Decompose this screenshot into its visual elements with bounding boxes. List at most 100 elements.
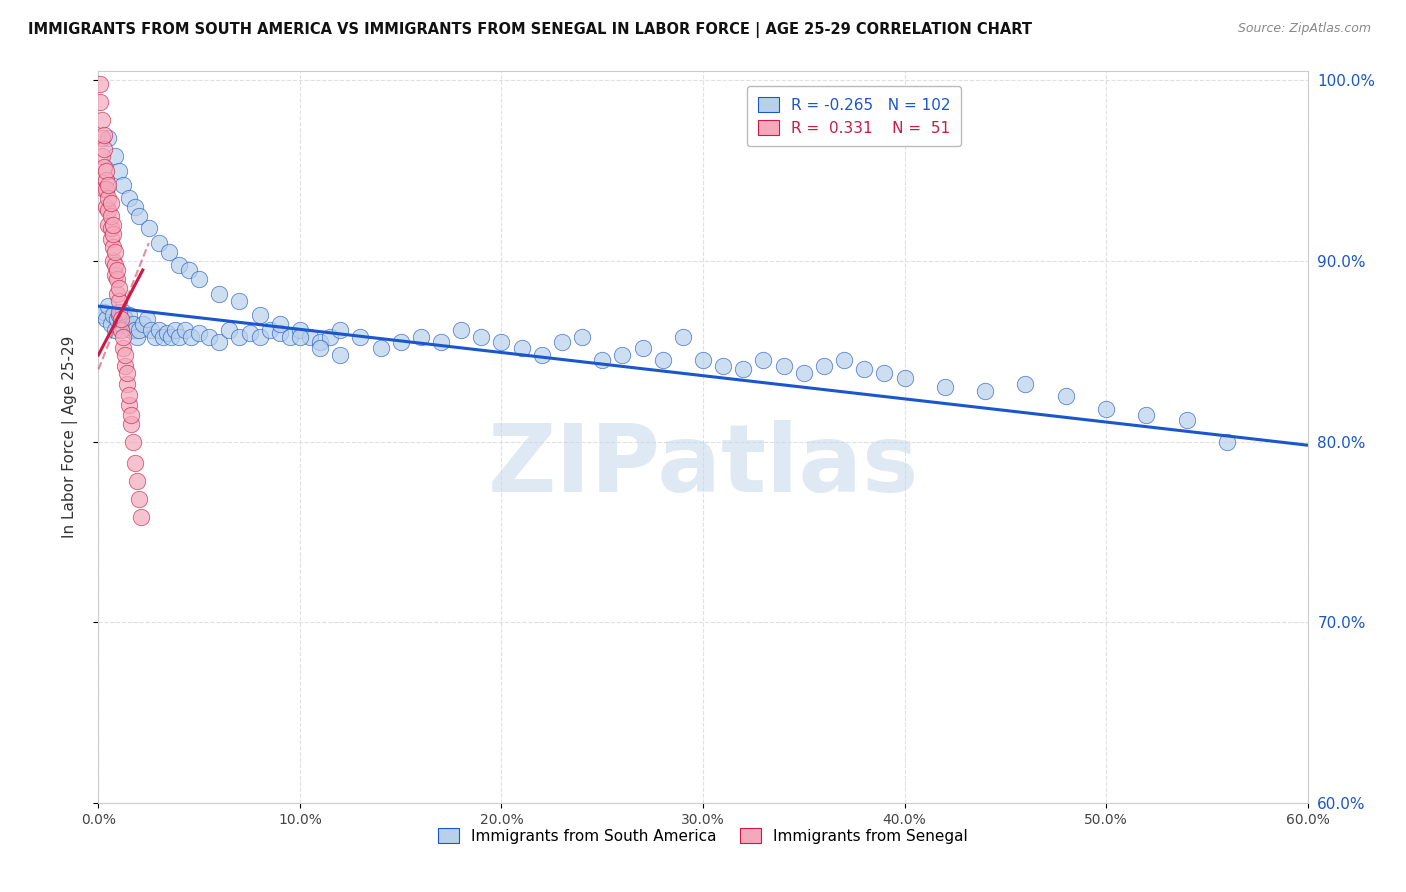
Text: IMMIGRANTS FROM SOUTH AMERICA VS IMMIGRANTS FROM SENEGAL IN LABOR FORCE | AGE 25: IMMIGRANTS FROM SOUTH AMERICA VS IMMIGRA… — [28, 22, 1032, 38]
Point — [111, 341, 134, 355]
Point — [148, 323, 170, 337]
Point — [115, 376, 138, 391]
Point — [89, 77, 111, 91]
Point — [510, 341, 533, 355]
Point — [128, 492, 150, 507]
Point — [156, 326, 179, 341]
Point — [103, 244, 125, 259]
Point — [96, 163, 118, 178]
Point — [103, 323, 125, 337]
Point — [107, 304, 129, 318]
Point — [148, 235, 170, 250]
Point — [124, 456, 146, 470]
Point — [93, 128, 115, 142]
Point — [107, 308, 129, 322]
Point — [228, 293, 250, 308]
Point — [118, 191, 141, 205]
Point — [188, 326, 211, 341]
Point — [96, 311, 118, 326]
Point — [107, 163, 129, 178]
Point — [239, 326, 262, 341]
Point — [101, 227, 124, 241]
Point — [873, 366, 896, 380]
Point — [105, 311, 128, 326]
Point — [124, 323, 146, 337]
Point — [97, 218, 120, 232]
Point — [329, 323, 352, 337]
Point — [93, 142, 115, 156]
Point — [591, 353, 613, 368]
Point — [1014, 376, 1036, 391]
Point — [793, 366, 815, 380]
Point — [121, 434, 143, 449]
Point — [100, 221, 122, 235]
Point — [288, 323, 311, 337]
Point — [97, 178, 120, 193]
Point — [752, 353, 775, 368]
Point — [329, 348, 352, 362]
Point — [139, 323, 162, 337]
Point — [692, 353, 714, 368]
Point — [97, 299, 120, 313]
Point — [115, 366, 138, 380]
Point — [1135, 408, 1157, 422]
Point — [125, 475, 148, 489]
Point — [974, 384, 997, 398]
Point — [1175, 413, 1198, 427]
Point — [179, 263, 201, 277]
Point — [1095, 402, 1118, 417]
Point — [893, 371, 915, 385]
Point — [180, 330, 202, 344]
Point — [1216, 434, 1239, 449]
Point — [118, 399, 141, 413]
Point — [100, 317, 122, 331]
Point — [97, 191, 120, 205]
Point — [228, 330, 250, 344]
Point — [97, 203, 120, 218]
Point — [96, 200, 118, 214]
Text: Source: ZipAtlas.com: Source: ZipAtlas.com — [1237, 22, 1371, 36]
Point — [174, 323, 197, 337]
Point — [278, 330, 301, 344]
Point — [93, 182, 115, 196]
Point — [269, 326, 291, 341]
Point — [389, 335, 412, 350]
Point — [110, 323, 132, 337]
Point — [93, 160, 115, 174]
Point — [111, 304, 134, 318]
Point — [114, 311, 136, 326]
Point — [103, 268, 125, 283]
Point — [101, 218, 124, 232]
Point — [97, 131, 120, 145]
Point — [138, 221, 160, 235]
Point — [934, 380, 956, 394]
Point — [118, 387, 141, 401]
Point — [188, 272, 211, 286]
Legend: Immigrants from South America, Immigrants from Senegal: Immigrants from South America, Immigrant… — [432, 822, 974, 850]
Point — [111, 330, 134, 344]
Point — [115, 317, 138, 331]
Point — [370, 341, 392, 355]
Point — [128, 209, 150, 223]
Point — [167, 330, 190, 344]
Point — [125, 330, 148, 344]
Point — [101, 308, 124, 322]
Point — [299, 330, 322, 344]
Point — [772, 359, 794, 373]
Point — [832, 353, 855, 368]
Y-axis label: In Labor Force | Age 25-29: In Labor Force | Age 25-29 — [62, 336, 77, 538]
Point — [853, 362, 876, 376]
Point — [103, 258, 125, 272]
Point — [733, 362, 755, 376]
Point — [114, 348, 136, 362]
Point — [135, 311, 157, 326]
Point — [89, 95, 111, 109]
Point — [105, 263, 128, 277]
Point — [160, 330, 183, 344]
Point — [120, 323, 142, 337]
Point — [711, 359, 734, 373]
Point — [101, 239, 124, 253]
Point — [309, 341, 332, 355]
Point — [631, 341, 654, 355]
Point — [101, 254, 124, 268]
